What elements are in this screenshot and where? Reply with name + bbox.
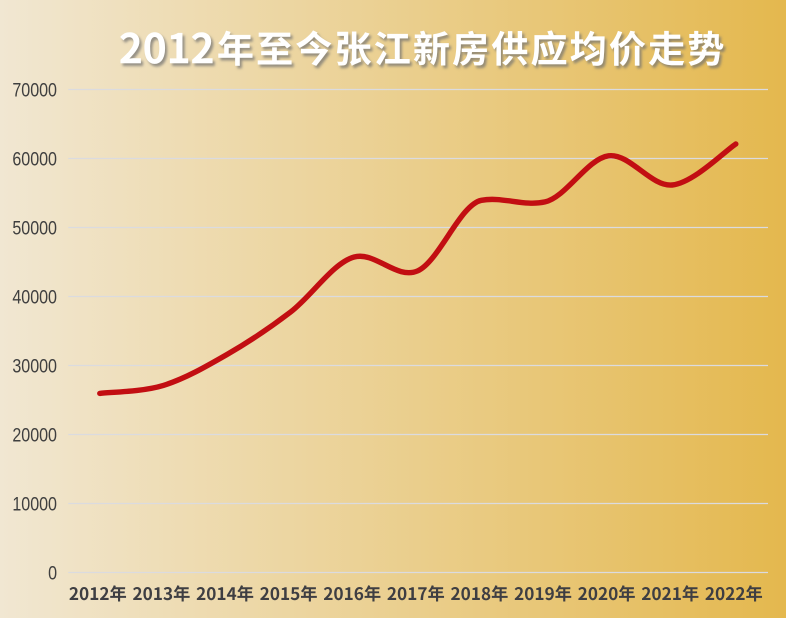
svg-text:50000: 50000 bbox=[12, 218, 57, 240]
svg-text:30000: 30000 bbox=[12, 356, 57, 378]
svg-text:40000: 40000 bbox=[12, 287, 57, 309]
svg-text:10000: 10000 bbox=[12, 494, 57, 516]
svg-text:0: 0 bbox=[48, 563, 57, 585]
svg-text:20000: 20000 bbox=[12, 425, 57, 447]
svg-text:60000: 60000 bbox=[12, 149, 57, 171]
svg-text:70000: 70000 bbox=[12, 80, 57, 102]
